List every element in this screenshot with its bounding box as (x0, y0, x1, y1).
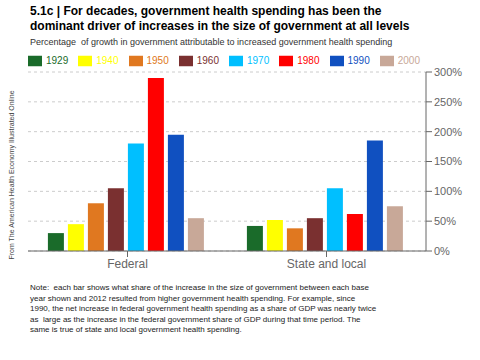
html-text:1990: 1990 (347, 54, 370, 66)
svg-text:200%: 200% (434, 126, 462, 138)
html-text:Note: each bar shows what shar: Note: each bar shows what share of the i… (30, 283, 377, 334)
html-text:dominant driver of increases i: dominant driver of increases in the size… (30, 19, 410, 33)
html-text:5.1c | For decades, government: 5.1c | For decades, government health sp… (30, 4, 382, 18)
html-text:1970: 1970 (247, 54, 270, 66)
svg-text:100%: 100% (434, 185, 462, 197)
svg-text:0%: 0% (434, 245, 450, 257)
html-text:1940: 1940 (96, 54, 119, 66)
svg-text:250%: 250% (434, 96, 462, 108)
svg-text:State and local: State and local (287, 257, 366, 271)
html-text:1929: 1929 (46, 54, 69, 66)
svg-text:50%: 50% (434, 215, 456, 227)
html-text:1960: 1960 (196, 54, 219, 66)
html-text:2000: 2000 (397, 54, 420, 66)
svg-text:Federal: Federal (107, 257, 148, 271)
html-text:1980: 1980 (297, 54, 320, 66)
svg-text:300%: 300% (434, 66, 462, 78)
html-text:1950: 1950 (146, 54, 169, 66)
html-text:Percentage of growth in govern: Percentage of growth in government attri… (30, 37, 393, 47)
html-text:From The American Health Econo: From The American Health Economy Illustr… (7, 90, 15, 260)
svg-text:150%: 150% (434, 155, 462, 167)
